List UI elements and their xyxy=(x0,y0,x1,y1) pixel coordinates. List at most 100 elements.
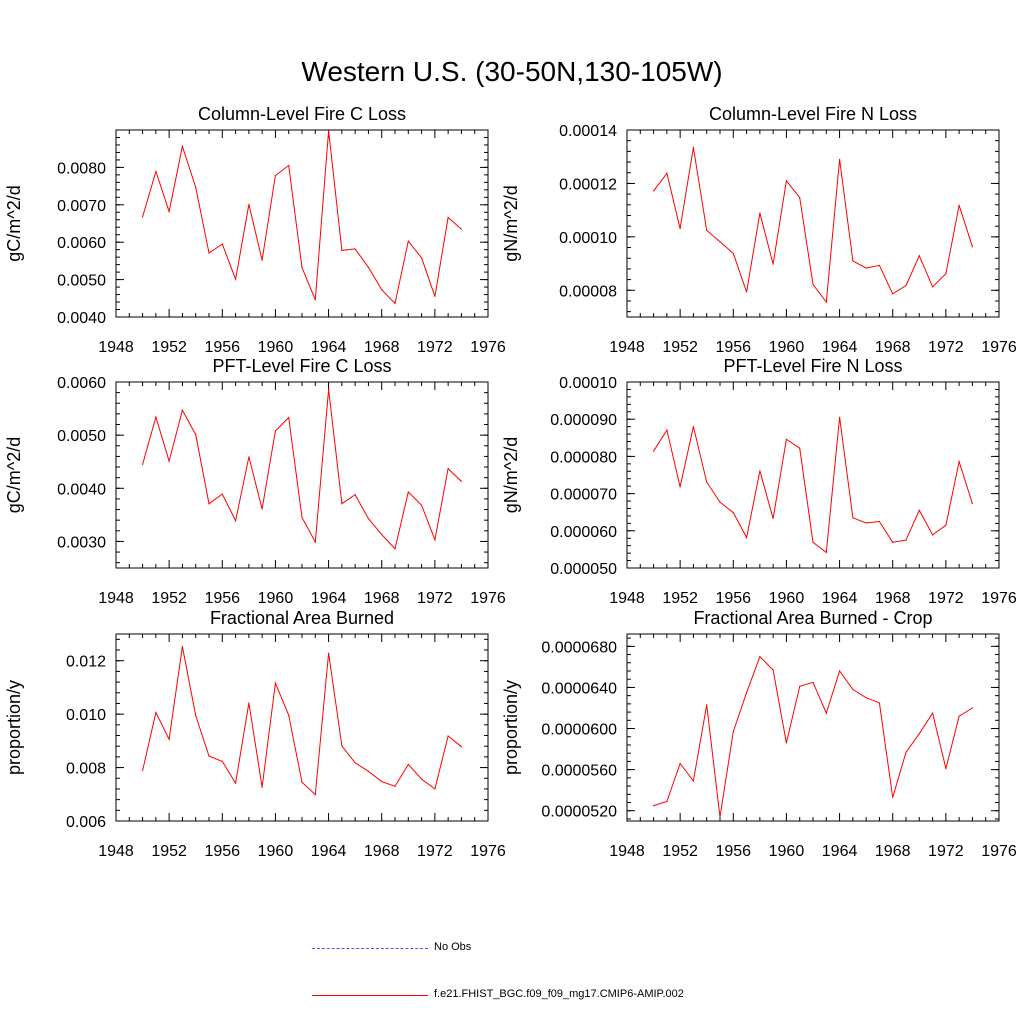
data-point xyxy=(261,786,263,788)
data-point xyxy=(181,409,183,411)
data-point xyxy=(852,517,854,519)
data-point xyxy=(354,762,356,764)
y-axis-label: gC/m^2/d xyxy=(4,185,24,261)
data-point xyxy=(932,712,934,714)
data-point xyxy=(746,536,748,539)
y-axis-label: proportion/y xyxy=(501,680,521,775)
y-tick-label: 0.00010 xyxy=(559,375,617,392)
data-point xyxy=(799,197,801,199)
data-point xyxy=(852,688,854,691)
data-point xyxy=(878,702,881,704)
data-point xyxy=(759,470,761,472)
x-tick-label: 1956 xyxy=(715,843,751,860)
data-point xyxy=(460,228,462,230)
data-point xyxy=(732,511,734,514)
data-point xyxy=(248,203,250,205)
x-tick-label: 1968 xyxy=(364,590,400,607)
data-point xyxy=(719,501,721,503)
x-tick-label: 1960 xyxy=(258,590,294,607)
data-point xyxy=(181,646,183,648)
data-point xyxy=(666,172,668,174)
data-point xyxy=(261,259,263,261)
y-tick-label: 0.0080 xyxy=(57,160,106,177)
x-tick-label: 1972 xyxy=(928,590,964,607)
data-point xyxy=(958,461,960,463)
data-point xyxy=(932,534,934,536)
data-point xyxy=(168,460,170,462)
x-tick-label: 1948 xyxy=(609,339,645,356)
x-tick-label: 1976 xyxy=(470,339,506,356)
data-point xyxy=(195,714,197,717)
data-point xyxy=(354,494,356,496)
panel-title: PFT-Level Fire C Loss xyxy=(212,356,391,376)
data-point xyxy=(905,539,907,541)
series-line xyxy=(142,389,462,550)
data-point xyxy=(971,707,974,709)
x-tick-label: 1948 xyxy=(98,590,134,607)
data-point xyxy=(394,302,396,305)
data-point xyxy=(732,731,734,733)
legend-obs-swatch xyxy=(312,948,428,949)
y-tick-label: 0.000060 xyxy=(550,524,617,541)
data-point xyxy=(839,416,841,418)
y-tick-label: 0.00014 xyxy=(559,123,617,140)
x-tick-label: 1968 xyxy=(875,339,911,356)
x-tick-label: 1960 xyxy=(769,590,805,607)
plot-frame xyxy=(626,129,1000,318)
data-point xyxy=(421,778,423,780)
data-point xyxy=(772,263,774,265)
data-point xyxy=(932,286,934,288)
data-point xyxy=(772,517,774,520)
data-point xyxy=(447,216,449,219)
data-point xyxy=(221,243,223,245)
data-point xyxy=(142,463,144,465)
data-point xyxy=(812,283,814,285)
data-point xyxy=(799,447,801,449)
data-point xyxy=(759,656,761,658)
x-tick-label: 1960 xyxy=(769,339,805,356)
y-tick-label: 0.00010 xyxy=(559,230,617,247)
y-tick-label: 0.000090 xyxy=(550,412,617,429)
data-point xyxy=(288,417,290,419)
panel-title: Column-Level Fire N Loss xyxy=(709,104,917,124)
chart-panel-4: PFT-Level Fire N Loss gN/m^2/d 1948 1952 195… xyxy=(501,356,1017,607)
data-point xyxy=(653,450,655,452)
x-tick-label: 1956 xyxy=(715,590,751,607)
data-point xyxy=(142,216,144,218)
data-point xyxy=(274,682,276,684)
x-tick-label: 1976 xyxy=(981,590,1017,607)
data-point xyxy=(945,768,947,770)
x-tick-label: 1956 xyxy=(715,339,751,356)
y-tick-label: 0.0040 xyxy=(57,481,106,498)
data-point xyxy=(746,692,748,694)
x-tick-label: 1952 xyxy=(151,339,187,356)
data-point xyxy=(341,249,343,251)
data-point xyxy=(692,426,695,428)
x-tick-label: 1972 xyxy=(928,843,964,860)
data-point xyxy=(195,434,197,436)
data-point xyxy=(288,164,290,167)
x-tick-label: 1972 xyxy=(417,843,453,860)
series-line xyxy=(653,417,973,554)
y-tick-label: 0.0060 xyxy=(57,375,106,392)
x-tick-label: 1960 xyxy=(258,339,294,356)
data-point xyxy=(155,170,157,173)
chart-panel-2: Column-Level Fire N Loss gN/m^2/d 1948 1952… xyxy=(501,104,1017,356)
data-point xyxy=(958,204,960,206)
data-point xyxy=(918,733,920,735)
data-point xyxy=(918,509,920,511)
data-point xyxy=(301,267,303,269)
x-tick-label: 1948 xyxy=(609,590,645,607)
legend-model-swatch xyxy=(312,995,428,996)
data-point xyxy=(971,246,974,248)
data-point xyxy=(460,480,462,482)
x-tick-label: 1964 xyxy=(822,339,858,356)
x-tick-label: 1956 xyxy=(204,843,240,860)
y-tick-label: 0.010 xyxy=(66,707,106,724)
data-point xyxy=(812,681,814,683)
y-tick-label: 0.012 xyxy=(66,654,106,671)
x-tick-label: 1948 xyxy=(609,843,645,860)
data-point xyxy=(142,769,144,772)
data-point xyxy=(235,278,237,280)
data-point xyxy=(839,670,841,672)
